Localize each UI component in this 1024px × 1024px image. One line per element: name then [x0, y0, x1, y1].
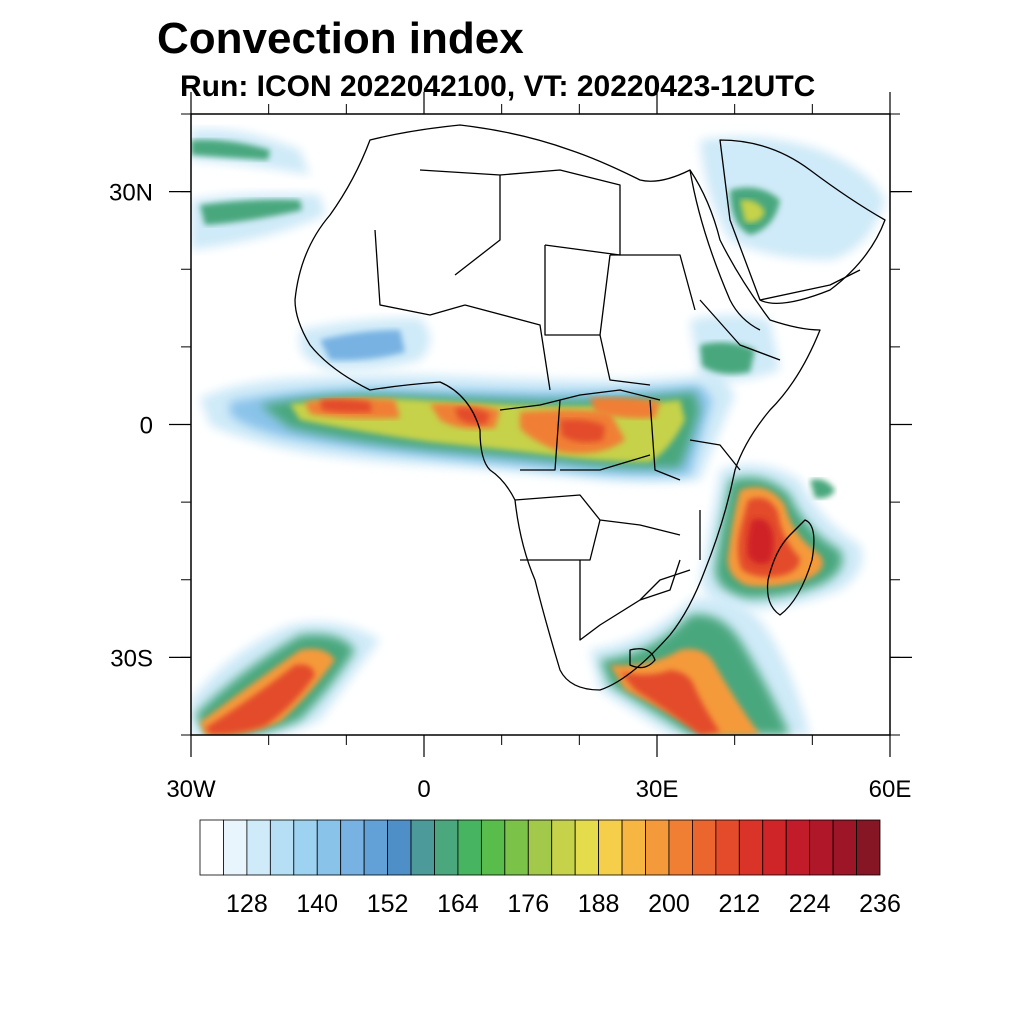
border-line	[374, 229, 466, 316]
x-tick-label: 60E	[869, 776, 912, 803]
field-fill	[620, 670, 720, 735]
field-fill	[810, 479, 835, 499]
field-fill	[320, 399, 372, 413]
colorbar-label: 200	[648, 890, 690, 918]
field-fill	[740, 199, 765, 223]
colorbar-swatch	[762, 819, 787, 876]
y-tick-label: 30S	[110, 645, 153, 672]
colorbar-swatch	[785, 819, 811, 876]
colorbar-swatch	[246, 819, 271, 876]
field-fill	[590, 397, 660, 419]
colorbar-swatch	[269, 819, 295, 876]
colorbar-label: 140	[296, 890, 338, 918]
border-line	[520, 519, 601, 561]
colorbar-label: 128	[226, 890, 268, 918]
colorbar-swatch	[715, 819, 740, 876]
colorbar-label: 164	[437, 890, 479, 918]
colorbar-swatch	[504, 819, 529, 876]
colorbar-swatch	[668, 819, 693, 876]
y-tick-label: 30N	[109, 180, 153, 207]
field-fill	[205, 664, 315, 735]
colorbar-swatch	[457, 819, 482, 876]
field-fill	[747, 518, 774, 564]
border-line	[544, 245, 611, 336]
border-line	[499, 169, 621, 256]
colorbar-swatch	[574, 819, 600, 876]
colorbar-swatch	[223, 819, 248, 876]
border-line	[699, 299, 781, 361]
field-fill	[700, 342, 755, 374]
y-tick-label: 0	[140, 413, 153, 440]
colorbar-swatch	[387, 819, 412, 876]
colorbar-swatch	[316, 819, 342, 876]
region-south-atlantic-band	[191, 622, 380, 735]
colorbar-swatch	[480, 819, 506, 876]
colorbar-swatch	[363, 819, 388, 876]
colorbar-swatch	[645, 819, 670, 876]
border-line	[649, 399, 681, 481]
chart-title: Convection index	[157, 14, 524, 63]
colorbar-swatch	[621, 819, 646, 876]
colorbar-swatch	[856, 819, 881, 876]
x-tick-label: 30E	[636, 776, 679, 803]
colorbar-label: 212	[718, 890, 760, 918]
colorbar-swatch	[832, 819, 857, 876]
colorbar-swatch	[340, 819, 365, 876]
border-line	[499, 389, 661, 411]
colorbar-swatch	[410, 819, 435, 876]
border-line	[639, 559, 681, 601]
madagascar-coastline	[766, 519, 815, 616]
colorbar-label: 236	[859, 890, 901, 918]
colorbar-swatch	[598, 819, 623, 876]
region-sw-indian-ocean-band	[590, 597, 810, 735]
colorbar-label: 188	[578, 890, 620, 918]
axis-labels: 30W 0 30E 60E 30N 0 30S	[109, 180, 911, 803]
border-line	[419, 169, 501, 276]
colorbar-label: 224	[789, 890, 831, 918]
colorbar-swatch	[199, 819, 224, 876]
border-line	[579, 560, 691, 641]
region-arabian-peninsula	[700, 136, 885, 260]
colorbar-swatch	[434, 819, 459, 876]
border-line	[689, 439, 741, 471]
colorbar-label: 176	[507, 890, 549, 918]
x-tick-label: 0	[417, 776, 430, 803]
convection-field	[191, 124, 886, 735]
colorbar-swatch	[551, 819, 576, 876]
chart-subtitle: Run: ICON 2022042100, VT: 20220423-12UTC	[180, 70, 816, 103]
border-line	[464, 304, 551, 391]
colorbar-swatch	[692, 819, 717, 876]
border-line	[610, 254, 696, 311]
border-line	[520, 399, 561, 471]
field-fill	[191, 139, 270, 160]
red-sea-coast	[689, 169, 761, 331]
field-fill	[320, 330, 405, 361]
region-north-atlantic-band	[191, 129, 325, 250]
x-tick-label: 30W	[166, 776, 216, 803]
colorbar-swatch	[738, 819, 764, 876]
region-mozambique-madagascar	[700, 464, 863, 610]
border-line	[560, 454, 651, 471]
field-fill	[200, 199, 302, 225]
region-central-african-rainbelt	[200, 315, 780, 483]
border-line	[759, 269, 861, 301]
colorbar-swatch	[527, 819, 553, 876]
field-fill	[455, 407, 490, 425]
africa-coastline	[294, 124, 821, 691]
colorbar: 128 140 152 164 176 188 200 212 224 236	[199, 819, 901, 918]
colorbar-label: 152	[367, 890, 409, 918]
lesotho-border	[629, 648, 656, 669]
axis-ticks	[169, 92, 912, 757]
colorbar-swatch	[293, 819, 318, 876]
arabian-coastline	[719, 139, 886, 304]
country-borders	[294, 124, 886, 691]
border-line	[599, 334, 651, 386]
field-fill	[560, 419, 605, 443]
colorbar-swatch	[809, 819, 834, 876]
